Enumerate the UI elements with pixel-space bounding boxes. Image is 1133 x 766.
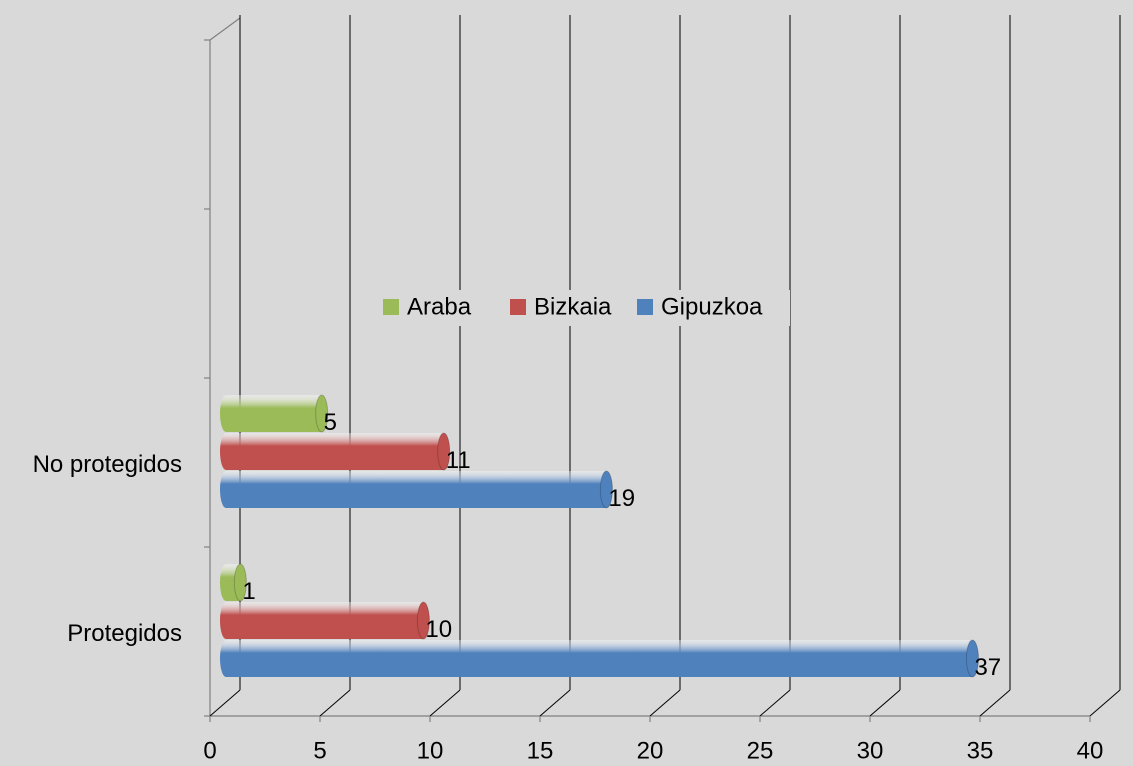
bar-cap <box>416 601 430 640</box>
legend-background <box>372 290 790 326</box>
x-tick-label: 25 <box>747 737 774 764</box>
grid-line <box>209 689 241 717</box>
bar-cap <box>965 639 979 678</box>
bar <box>220 602 430 639</box>
bar-cap <box>315 394 329 433</box>
grid-line <box>869 689 901 717</box>
x-tick-label: 30 <box>857 737 884 764</box>
x-tick-label: 0 <box>203 737 216 764</box>
legend-label: Gipuzkoa <box>661 293 763 320</box>
x-tick-label: 20 <box>637 737 664 764</box>
legend-label: Bizkaia <box>534 293 612 320</box>
grid-line <box>979 689 1011 717</box>
side-wall <box>209 17 241 41</box>
bar <box>220 471 613 508</box>
data-label: 11 <box>446 447 471 474</box>
grid-line <box>539 689 571 717</box>
legend-swatch <box>383 299 399 315</box>
bar <box>220 395 328 432</box>
bar <box>220 640 979 677</box>
x-tick-label: 10 <box>417 737 444 764</box>
data-label: 1 <box>242 578 255 605</box>
y-tick-label: Protegidos <box>67 620 182 647</box>
legend-swatch <box>510 299 526 315</box>
y-tick-label: No protegidos <box>33 451 182 478</box>
legend-swatch <box>637 299 653 315</box>
bar-cap <box>599 470 613 509</box>
grid-line <box>429 689 461 717</box>
x-tick-label: 5 <box>313 737 326 764</box>
x-tick-label: 40 <box>1077 737 1104 764</box>
legend: Araba Bizkaia Gipuzkoa <box>372 290 790 326</box>
data-label: 19 <box>608 485 635 512</box>
data-label: 5 <box>324 409 337 436</box>
bar-cap <box>437 432 451 471</box>
grid-line <box>649 689 681 717</box>
grid-line <box>319 689 351 717</box>
bar <box>220 433 450 470</box>
bar-cap <box>233 563 247 602</box>
grid-line <box>759 689 791 717</box>
data-label: 10 <box>425 616 452 643</box>
legend-label: Araba <box>407 293 472 320</box>
grid-line <box>1089 689 1121 717</box>
data-label: 37 <box>974 654 1001 681</box>
x-tick-label: 35 <box>967 737 994 764</box>
x-tick-label: 15 <box>527 737 554 764</box>
